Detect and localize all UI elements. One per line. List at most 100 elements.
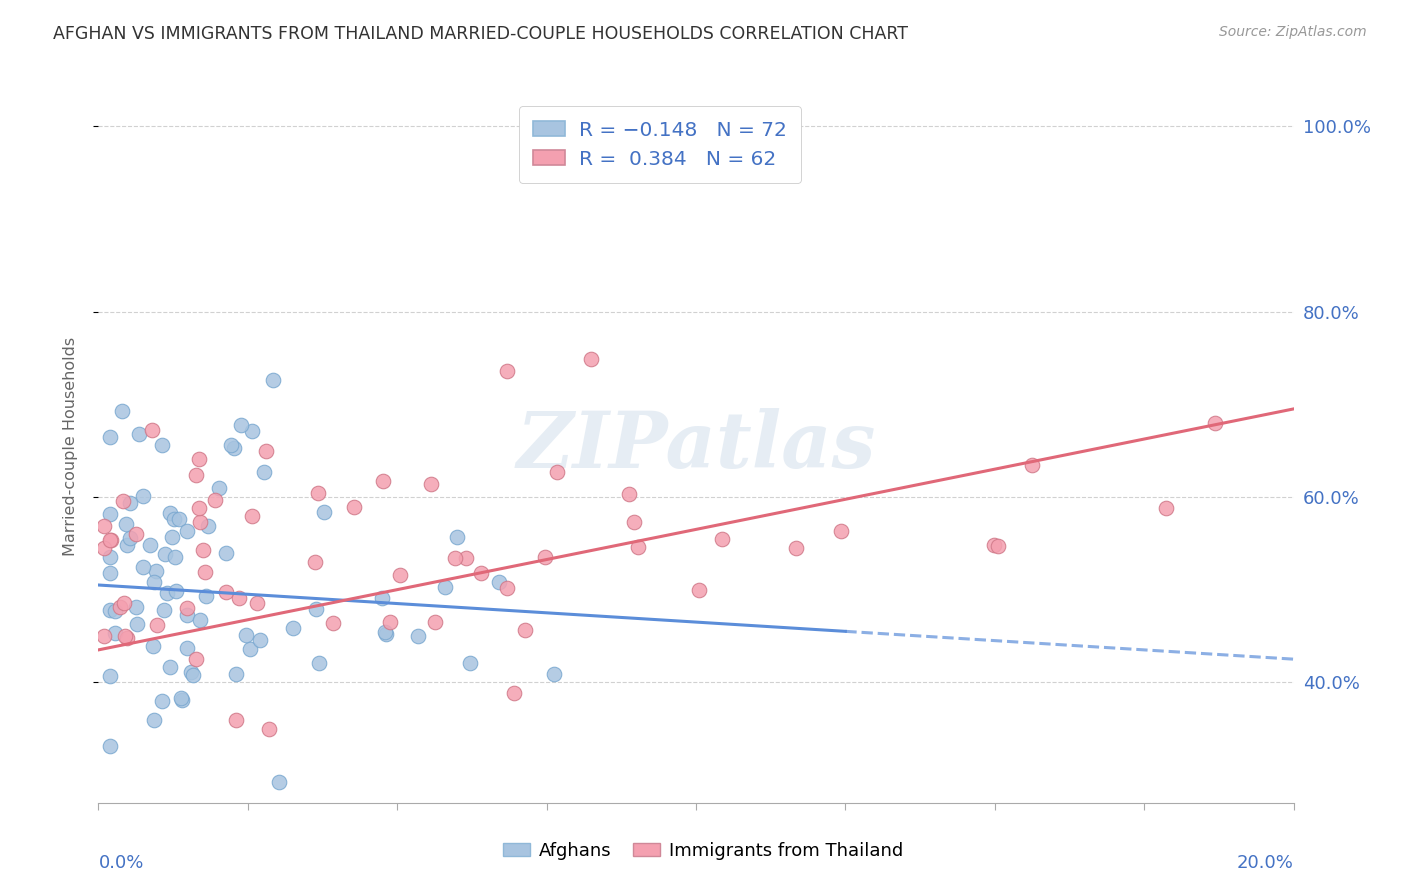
- Point: [156, 585, 179, 599]
- Point: [322, 615, 344, 630]
- Point: [120, 495, 142, 509]
- Point: [215, 546, 238, 560]
- Point: [194, 565, 217, 579]
- Point: [159, 659, 181, 673]
- Point: [423, 615, 446, 630]
- Point: [98, 550, 122, 565]
- Point: [214, 585, 236, 599]
- Point: [131, 560, 153, 574]
- Point: [312, 505, 335, 519]
- Point: [240, 424, 263, 438]
- Point: [111, 493, 134, 508]
- Point: [98, 739, 122, 753]
- Point: [456, 551, 478, 566]
- Point: [188, 452, 211, 467]
- Point: [534, 549, 557, 564]
- Point: [176, 641, 198, 656]
- Point: [495, 364, 517, 378]
- Point: [176, 607, 198, 622]
- Point: [434, 580, 457, 594]
- Point: [114, 629, 136, 643]
- Point: [240, 509, 263, 524]
- Point: [163, 512, 186, 526]
- Point: [626, 540, 648, 554]
- Point: [262, 373, 284, 387]
- Point: [208, 482, 231, 496]
- Point: [983, 538, 1005, 552]
- Point: [269, 775, 291, 789]
- Point: [98, 669, 122, 683]
- Point: [187, 501, 209, 516]
- Point: [343, 500, 366, 514]
- Point: [146, 618, 169, 632]
- Point: [374, 627, 396, 641]
- Point: [152, 694, 174, 708]
- Point: [139, 537, 162, 551]
- Point: [374, 625, 396, 640]
- Point: [100, 533, 122, 547]
- Point: [1021, 458, 1043, 472]
- Point: [141, 424, 163, 438]
- Point: [176, 524, 198, 539]
- Point: [98, 533, 121, 548]
- Legend: Afghans, Immigrants from Thailand: Afghans, Immigrants from Thailand: [495, 835, 911, 867]
- Point: [986, 539, 1008, 553]
- Point: [443, 550, 465, 565]
- Text: Source: ZipAtlas.com: Source: ZipAtlas.com: [1219, 25, 1367, 39]
- Point: [785, 541, 807, 555]
- Point: [194, 589, 217, 603]
- Point: [163, 549, 186, 564]
- Point: [246, 596, 269, 610]
- Point: [546, 465, 568, 479]
- Point: [153, 547, 176, 561]
- Point: [496, 581, 519, 595]
- Legend: R = −0.148   N = 72, R =  0.384   N = 62: R = −0.148 N = 72, R = 0.384 N = 62: [519, 106, 801, 183]
- Point: [188, 614, 211, 628]
- Point: [108, 600, 131, 615]
- Point: [93, 541, 115, 556]
- Text: 20.0%: 20.0%: [1237, 854, 1294, 871]
- Point: [160, 530, 183, 544]
- Point: [170, 692, 193, 706]
- Point: [225, 666, 247, 681]
- Point: [688, 583, 710, 598]
- Point: [446, 530, 468, 544]
- Point: [188, 515, 211, 529]
- Point: [142, 713, 165, 727]
- Point: [408, 630, 430, 644]
- Point: [305, 602, 328, 616]
- Point: [197, 518, 219, 533]
- Point: [167, 512, 190, 526]
- Point: [488, 575, 510, 590]
- Point: [115, 631, 138, 645]
- Point: [304, 555, 326, 569]
- Point: [114, 517, 136, 532]
- Point: [180, 665, 202, 679]
- Text: 0.0%: 0.0%: [98, 854, 143, 871]
- Point: [458, 656, 481, 670]
- Point: [370, 591, 392, 605]
- Point: [125, 526, 148, 541]
- Point: [125, 617, 148, 632]
- Point: [229, 417, 252, 432]
- Point: [378, 615, 401, 629]
- Point: [191, 543, 214, 558]
- Point: [502, 685, 524, 699]
- Point: [104, 625, 127, 640]
- Point: [98, 429, 122, 443]
- Point: [176, 601, 198, 615]
- Text: ZIPatlas: ZIPatlas: [516, 408, 876, 484]
- Point: [128, 427, 150, 442]
- Point: [617, 487, 640, 501]
- Point: [239, 642, 262, 657]
- Point: [1204, 416, 1226, 430]
- Point: [98, 507, 122, 521]
- Point: [204, 492, 226, 507]
- Point: [235, 628, 257, 642]
- Point: [118, 531, 141, 545]
- Point: [389, 567, 412, 582]
- Point: [225, 713, 247, 727]
- Point: [420, 477, 443, 491]
- Point: [98, 603, 122, 617]
- Point: [579, 352, 602, 367]
